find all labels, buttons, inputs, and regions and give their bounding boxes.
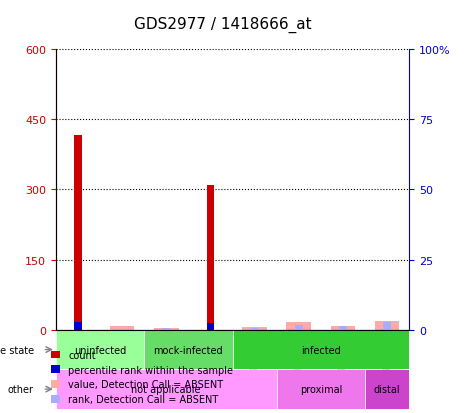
- Bar: [383, 323, 391, 330]
- Legend: count, percentile rank within the sample, value, Detection Call = ABSENT, rank, : count, percentile rank within the sample…: [46, 346, 237, 408]
- Bar: [162, 328, 170, 330]
- Text: proximal: proximal: [299, 384, 342, 394]
- Bar: [242, 328, 267, 330]
- Bar: [206, 323, 214, 330]
- Text: uninfected: uninfected: [74, 345, 126, 355]
- Text: GDS2977 / 1418666_at: GDS2977 / 1418666_at: [134, 17, 312, 33]
- Bar: [206, 185, 214, 330]
- Bar: [295, 325, 303, 330]
- Text: mock-infected: mock-infected: [153, 345, 223, 355]
- Bar: [154, 329, 179, 330]
- Bar: [74, 136, 82, 330]
- Text: infected: infected: [301, 345, 341, 355]
- FancyBboxPatch shape: [144, 330, 232, 370]
- Bar: [74, 323, 82, 330]
- FancyBboxPatch shape: [56, 330, 144, 370]
- Bar: [286, 323, 311, 330]
- Text: distal: distal: [374, 384, 400, 394]
- Bar: [339, 327, 347, 330]
- Text: other: other: [8, 384, 33, 394]
- FancyBboxPatch shape: [232, 330, 409, 370]
- FancyBboxPatch shape: [365, 370, 409, 409]
- Bar: [251, 328, 259, 330]
- Bar: [110, 326, 134, 330]
- Text: not applicable: not applicable: [132, 384, 201, 394]
- Bar: [331, 327, 355, 330]
- Bar: [375, 321, 399, 330]
- Text: disease state: disease state: [0, 345, 33, 355]
- FancyBboxPatch shape: [277, 370, 365, 409]
- FancyBboxPatch shape: [56, 370, 277, 409]
